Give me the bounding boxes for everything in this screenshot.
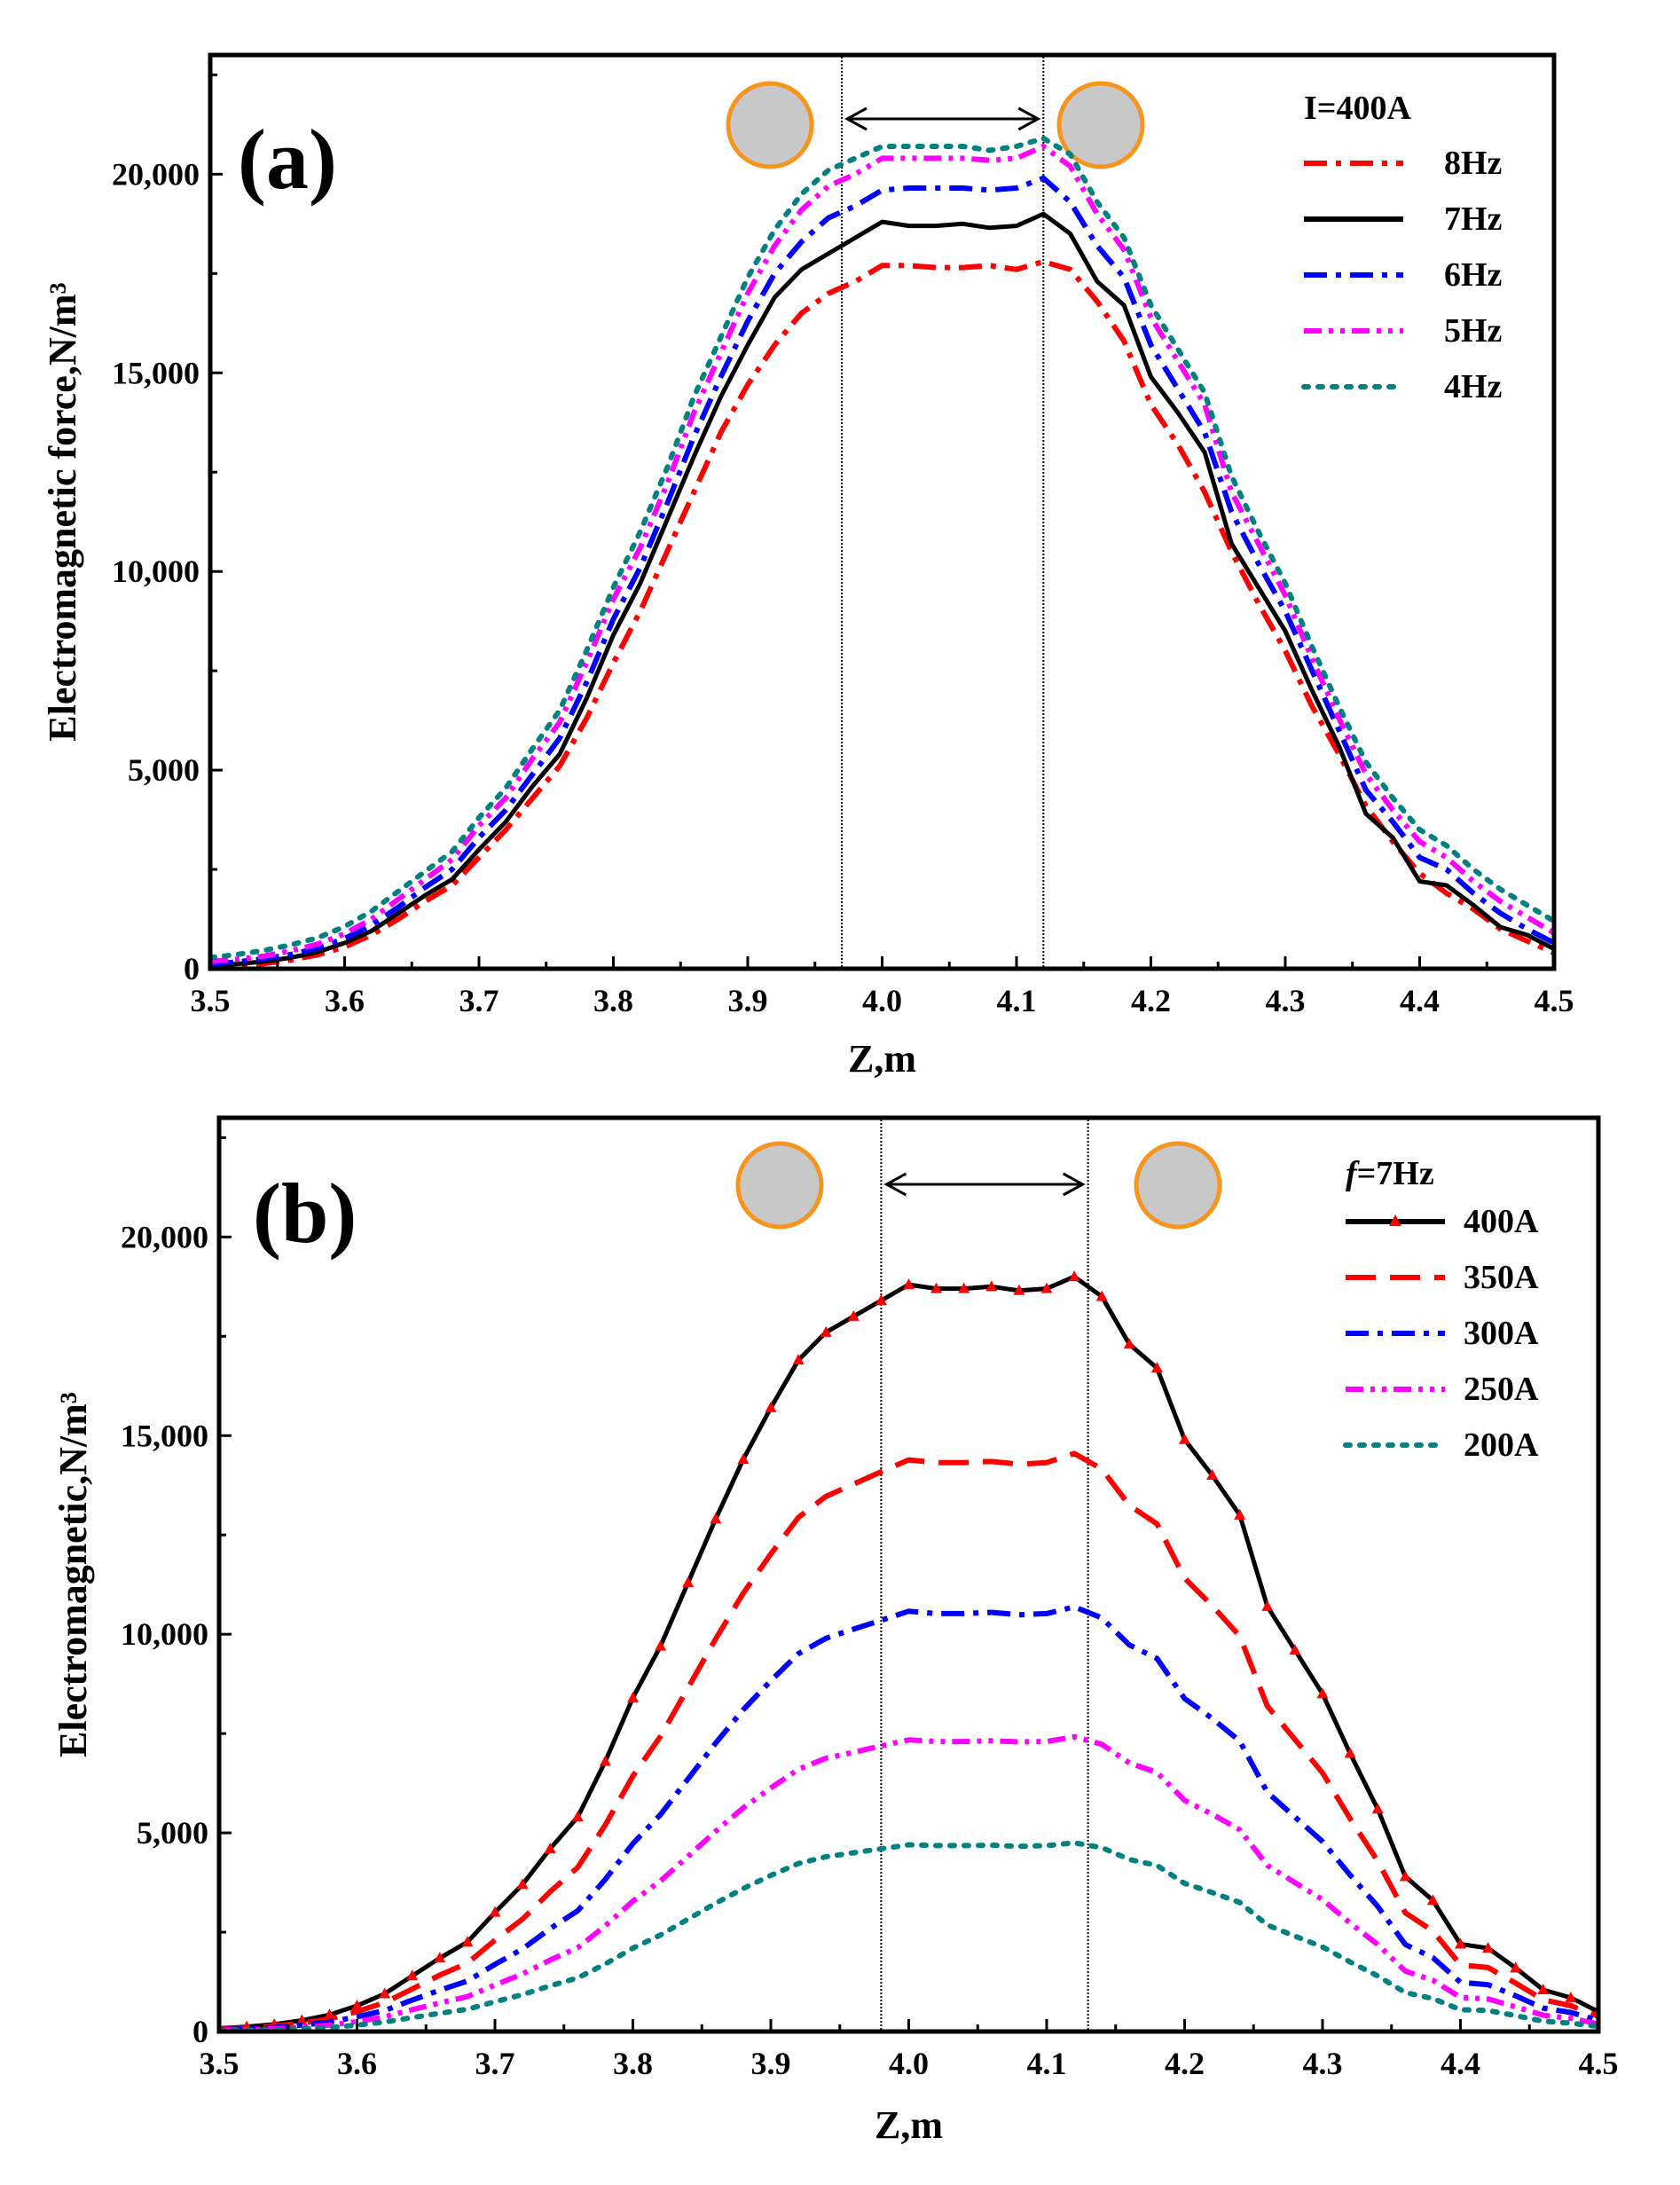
legend-label: 350A: [1464, 1259, 1539, 1296]
y-tick-label: 15,000: [112, 355, 200, 390]
legend-label: 200A: [1464, 1427, 1539, 1464]
y-tick-label: 20,000: [112, 156, 200, 192]
x-tick-label: 4.5: [1579, 2046, 1619, 2081]
legend-label: 6Hz: [1444, 256, 1503, 294]
coil-circle: [1136, 1144, 1220, 1227]
legend-label: 250A: [1464, 1371, 1539, 1408]
legend-title: I=400A: [1304, 90, 1411, 127]
series-line-400A: [219, 1277, 1598, 2028]
x-tick-label: 3.5: [191, 983, 231, 1018]
panel-label: (b): [253, 1166, 357, 1261]
plot-frame: [219, 1118, 1598, 2032]
x-tick-label: 3.6: [337, 2046, 377, 2081]
y-axis-label: Electromagnetic force,N/m³: [41, 282, 84, 741]
data-point-marker: [1069, 1270, 1080, 1281]
series-group: [210, 138, 1554, 967]
panel-label: (a): [238, 112, 337, 207]
legend-title: f=7Hz: [1346, 1155, 1434, 1192]
x-tick-label: 4.1: [997, 983, 1037, 1018]
y-axis-label: Electromagnetic,N/m³: [51, 1392, 95, 1757]
series-line-8Hz: [210, 262, 1554, 967]
x-tick-label: 4.4: [1400, 983, 1440, 1018]
x-tick-label: 4.2: [1131, 983, 1171, 1018]
panel-b-chart: 3.5 3.6 3.7 3.8 3.9 4.0 4.1 4.2 4.3 4.4 4.5 0 5,000 1…: [51, 1118, 1619, 2147]
y-tick-label: 0: [192, 2014, 208, 2049]
x-tick-label: 3.9: [728, 983, 768, 1018]
x-tick-label: 3.6: [325, 983, 365, 1018]
data-point-marker: [1261, 1600, 1273, 1611]
double-arrow: [847, 108, 1038, 130]
y-tick-label: 15,000: [121, 1418, 208, 1453]
x-tick-label: 4.0: [862, 983, 902, 1018]
y-tick-label: 20,000: [121, 1219, 208, 1254]
legend: I=400A 8Hz 7Hz 6Hz 5Hz 4Hz: [1304, 90, 1503, 405]
y-tick-label: 10,000: [121, 1616, 208, 1652]
series-line-6Hz: [210, 178, 1554, 964]
x-axis-label: Z,m: [875, 2103, 943, 2147]
coil-circle: [738, 1144, 821, 1227]
x-tick-label: 4.0: [889, 2046, 929, 2081]
legend-title-rest: =7Hz: [1357, 1155, 1434, 1192]
plot-frame: [210, 55, 1554, 969]
series-line-200A: [219, 1843, 1598, 2031]
legend-label: 300A: [1464, 1315, 1539, 1352]
x-tick-label: 4.3: [1266, 983, 1306, 1018]
x-tick-label: 4.5: [1535, 983, 1574, 1018]
x-tick-label: 3.8: [613, 2046, 653, 2081]
x-tick-label: 3.9: [751, 2046, 791, 2081]
y-tick-label: 0: [184, 951, 200, 986]
legend-label: 5Hz: [1444, 312, 1503, 350]
y-tick-label: 5,000: [128, 752, 200, 788]
legend-label: 400A: [1464, 1203, 1539, 1240]
series-line-7Hz: [210, 214, 1554, 965]
coil-circle: [728, 83, 812, 167]
x-tick-label: 3.8: [593, 983, 633, 1018]
series-line-4Hz: [210, 138, 1554, 958]
double-arrow: [886, 1174, 1082, 1195]
series-line-5Hz: [210, 146, 1554, 962]
x-tick-label: 4.2: [1165, 2046, 1205, 2081]
x-tick-label: 4.3: [1303, 2046, 1343, 2081]
x-tick-label: 4.1: [1027, 2046, 1067, 2081]
x-tick-label: 3.7: [475, 2046, 515, 2081]
x-tick-label: 3.7: [459, 983, 499, 1018]
legend-label: 7Hz: [1444, 200, 1503, 238]
legend-label: 8Hz: [1444, 145, 1503, 182]
panel-a-chart: 3.5 3.6 3.7 3.8 3.9 4.0 4.1 4.2 4.3 4.4 4.5 0 5,000 1…: [41, 55, 1574, 1081]
x-tick-label: 4.4: [1441, 2046, 1480, 2081]
x-tick-label: 3.5: [200, 2046, 239, 2081]
x-axis-label: Z,m: [848, 1037, 916, 1081]
y-tick-label: 5,000: [137, 1815, 208, 1851]
y-tick-label: 10,000: [112, 554, 200, 589]
legend: f=7Hz 400A 350A 300A 250A 200A: [1346, 1155, 1539, 1464]
series-group: [214, 1270, 1605, 2032]
legend-label: 4Hz: [1444, 368, 1503, 405]
